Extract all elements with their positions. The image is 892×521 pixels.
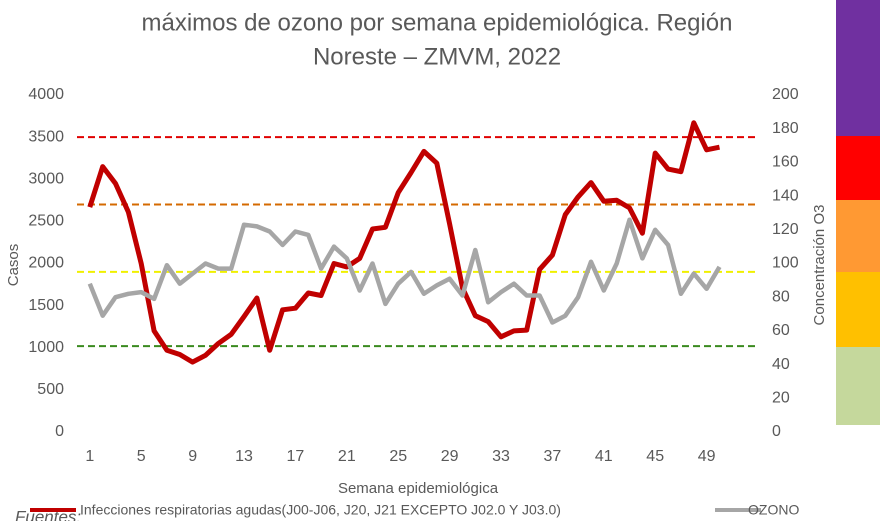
- color-scale: [836, 0, 880, 425]
- y-tick-label: 1000: [28, 339, 64, 356]
- y-tick-label: 500: [37, 381, 64, 398]
- x-tick-label: 41: [595, 448, 613, 465]
- y2-tick-label: 140: [772, 187, 799, 204]
- y-tick-label: 3000: [28, 170, 64, 187]
- y2-tick-label: 100: [772, 255, 799, 272]
- scale-red: [836, 136, 880, 200]
- x-tick-label: 33: [492, 448, 510, 465]
- x-tick-label: 1: [85, 448, 94, 465]
- x-tick-label: 49: [698, 448, 716, 465]
- y2-tick-label: 160: [772, 154, 799, 171]
- x-tick-label: 29: [441, 448, 459, 465]
- scale-green: [836, 347, 880, 425]
- legend-label: Infecciones respiratorias agudas(J00-J06…: [80, 502, 561, 518]
- y2-axis-title: Concentración O3: [811, 205, 828, 326]
- y-tick-label: 2000: [28, 255, 64, 272]
- x-tick-label: 37: [544, 448, 562, 465]
- y2-tick-label: 40: [772, 356, 790, 373]
- y2-tick-label: 20: [772, 390, 790, 407]
- y-tick-label: 4000: [28, 86, 64, 103]
- y-tick-label: 0: [55, 423, 64, 440]
- chart-title: máximos de ozono por semana epidemiológi…: [142, 9, 733, 36]
- y-axis-title: Casos: [5, 244, 22, 287]
- x-tick-label: 9: [188, 448, 197, 465]
- y2-tick-label: 200: [772, 86, 799, 103]
- chart-subtitle: Noreste – ZMVM, 2022: [313, 43, 561, 70]
- x-tick-label: 5: [137, 448, 146, 465]
- x-tick-label: 17: [287, 448, 305, 465]
- y2-tick-label: 80: [772, 288, 790, 305]
- y2-tick-label: 120: [772, 221, 799, 238]
- y2-tick-label: 180: [772, 120, 799, 137]
- x-tick-label: 21: [338, 448, 356, 465]
- y-tick-label: 2500: [28, 213, 64, 230]
- y2-tick-label: 0: [772, 423, 781, 440]
- y-tick-label: 1500: [28, 297, 64, 314]
- scale-yellow: [836, 272, 880, 347]
- series-line: [87, 217, 722, 325]
- x-axis-title: Semana epidemiológica: [338, 480, 499, 497]
- y2-tick-label: 60: [772, 322, 790, 339]
- scale-orange: [836, 200, 880, 272]
- x-tick-label: 13: [235, 448, 253, 465]
- scale-purple: [836, 0, 880, 136]
- legend-label: OZONO: [748, 502, 799, 518]
- y-tick-label: 3500: [28, 128, 64, 145]
- x-tick-label: 45: [646, 448, 664, 465]
- series-line: [87, 120, 720, 365]
- x-tick-label: 25: [389, 448, 407, 465]
